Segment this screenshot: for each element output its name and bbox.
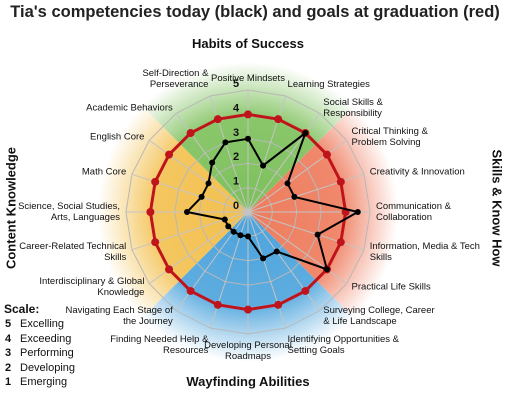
data-point xyxy=(146,208,155,216)
data-point xyxy=(213,300,222,309)
spoke xyxy=(247,113,321,213)
category-label: Interdisciplinary & Global Knowledge xyxy=(39,276,145,299)
data-point xyxy=(165,150,174,159)
data-point xyxy=(322,150,331,159)
r-tick-label: 0 xyxy=(233,200,239,212)
spoke xyxy=(149,211,249,285)
scale-number: 2 xyxy=(5,361,12,374)
spoke xyxy=(209,95,249,213)
category-label: Science, Social Studies, Arts, Languages xyxy=(18,201,120,223)
data-point xyxy=(244,305,252,314)
category-label: Communication & Collaboration xyxy=(376,201,451,223)
data-point xyxy=(151,177,160,186)
scale-number: 3 xyxy=(5,347,12,359)
category-label: Information, Media & Tech Skills xyxy=(369,240,480,263)
data-point xyxy=(213,115,222,124)
category-label: Creativity & Innovation xyxy=(369,166,465,178)
data-point xyxy=(323,266,330,273)
data-point xyxy=(198,193,205,200)
data-point xyxy=(151,238,160,247)
data-point xyxy=(260,255,267,262)
spoke xyxy=(149,139,249,213)
data-point xyxy=(291,193,298,200)
r-tick-label: 4 xyxy=(233,102,240,114)
category-label: Positive Mindsets xyxy=(211,73,285,84)
category-label: Surveying College, Career & Life Landsca… xyxy=(323,304,435,327)
r-tick-label: 5 xyxy=(233,78,239,90)
r-tick-label: 1 xyxy=(233,176,239,188)
data-point xyxy=(186,286,195,295)
spoke xyxy=(247,211,287,329)
data-point xyxy=(237,232,244,239)
category-label: Navigating Each Stage of the Journey xyxy=(65,304,173,327)
scale-label: Emerging xyxy=(20,376,68,388)
scale-number: 4 xyxy=(5,332,12,345)
spoke xyxy=(247,173,365,213)
data-point xyxy=(302,130,309,137)
spoke xyxy=(247,211,321,311)
data-point xyxy=(221,216,228,223)
spoke xyxy=(209,211,249,329)
data-point xyxy=(205,180,212,187)
data-point xyxy=(186,129,195,138)
spoke xyxy=(247,211,365,251)
data-point xyxy=(314,231,321,238)
spoke xyxy=(247,139,347,213)
scale-label: Exceeding xyxy=(20,332,72,345)
category-label: Practical Life Skills xyxy=(351,281,431,293)
data-point xyxy=(284,180,291,187)
category-label: Identifying Opportunities & Setting Goal… xyxy=(287,333,399,356)
spoke xyxy=(175,211,249,311)
group-label: Wayfinding Abilities xyxy=(186,374,310,389)
category-label: Social Skills & Responsibility xyxy=(323,97,383,120)
scale-label: Developing xyxy=(20,361,76,374)
spoke xyxy=(247,95,287,213)
scale-number: 1 xyxy=(5,376,12,388)
category-label: Self-Direction & Perseverance xyxy=(142,68,209,91)
data-point xyxy=(273,248,280,255)
data-point xyxy=(209,159,216,166)
data-point xyxy=(245,135,251,142)
group-label: Skills & Know How xyxy=(489,149,505,267)
category-label: Learning Strategies xyxy=(287,79,370,91)
data-point xyxy=(301,286,310,295)
data-point xyxy=(274,115,283,124)
spoke xyxy=(247,211,347,285)
category-label: Math Core xyxy=(81,166,127,178)
data-point xyxy=(225,223,232,230)
data-point xyxy=(230,228,237,235)
scale-number: 5 xyxy=(5,318,12,330)
category-label: Career-Related Technical Skills xyxy=(19,240,127,263)
data-point xyxy=(354,209,361,215)
data-point xyxy=(260,162,267,169)
spoke xyxy=(131,211,249,251)
scale-label: Excelling xyxy=(20,318,65,330)
data-point xyxy=(336,177,345,186)
data-point xyxy=(165,265,174,274)
spoke xyxy=(131,173,249,213)
category-label: Developing Personal Roadmaps xyxy=(204,340,292,362)
r-tick-label: 3 xyxy=(233,127,239,139)
data-point xyxy=(244,110,252,119)
data-point xyxy=(245,233,251,240)
chart-title: Tia's competencies today (black) and goa… xyxy=(10,3,500,21)
scale-title: Scale: xyxy=(4,302,40,316)
category-label: Academic Behaviors xyxy=(86,102,173,114)
category-label: Critical Thinking & Problem Solving xyxy=(351,125,428,148)
data-point xyxy=(184,209,190,215)
data-point xyxy=(222,139,229,146)
category-label: English Core xyxy=(90,131,145,143)
data-point xyxy=(336,238,345,247)
group-label: Habits of Success xyxy=(192,36,304,51)
category-label: Finding Needed Help & Resources xyxy=(110,333,209,356)
data-point xyxy=(274,300,283,309)
r-tick-label: 2 xyxy=(233,151,239,163)
scale-label: Performing xyxy=(20,347,74,359)
